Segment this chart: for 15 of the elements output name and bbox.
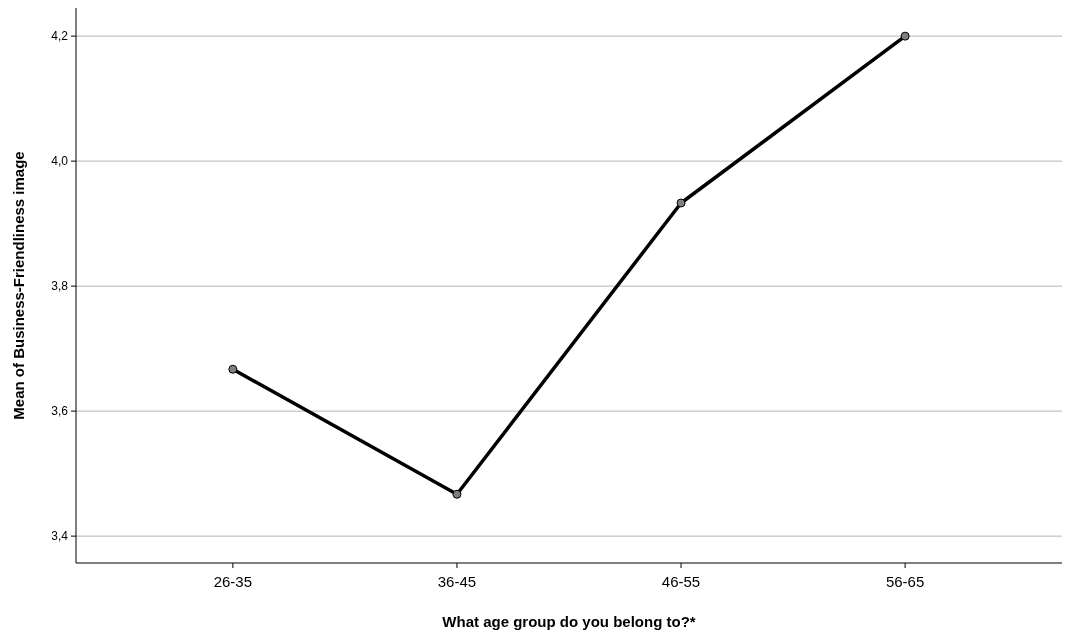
y-tick-label: 3,8: [51, 279, 69, 294]
point: [228, 364, 238, 374]
point: [676, 198, 686, 208]
y-tick-label: 4,0: [51, 154, 69, 169]
x-tick-label: 46-55: [661, 573, 701, 590]
y-axis-title: Mean of Business-Friendliness image: [10, 151, 27, 420]
point: [900, 31, 910, 41]
x-tick-label: 26-35: [213, 573, 253, 590]
x-tick-label: 36-45: [437, 573, 477, 590]
y-tick-label: 3,6: [51, 404, 69, 419]
x-tick-label: 56-65: [885, 573, 925, 590]
y-tick-label: 4,2: [51, 29, 69, 44]
x-axis-title: What age group do you belong to?*: [442, 613, 696, 630]
point: [452, 489, 462, 499]
y-tick-label: 3,4: [51, 529, 69, 544]
